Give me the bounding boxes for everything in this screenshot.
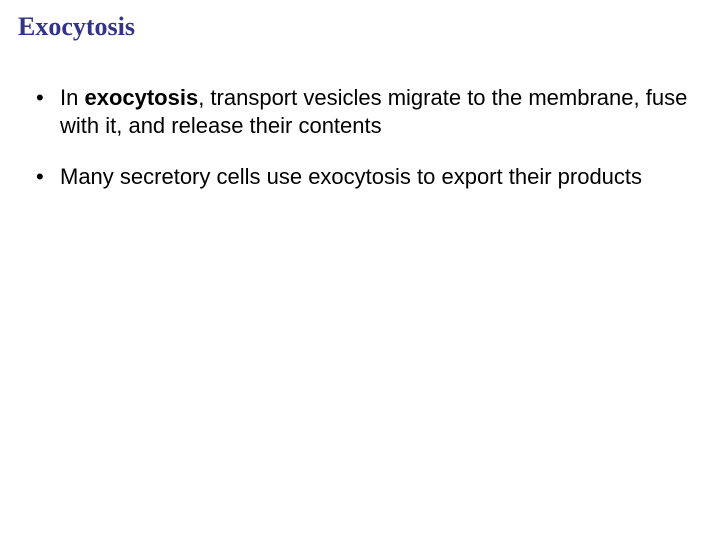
bold-term: exocytosis bbox=[84, 85, 198, 110]
bullet-list: In exocytosis, transport vesicles migrat… bbox=[18, 84, 702, 191]
slide-title: Exocytosis bbox=[18, 12, 702, 42]
list-item: In exocytosis, transport vesicles migrat… bbox=[36, 84, 702, 139]
list-item: Many secretory cells use exocytosis to e… bbox=[36, 163, 702, 191]
bullet-prefix: In bbox=[60, 85, 84, 110]
bullet-text: Many secretory cells use exocytosis to e… bbox=[60, 164, 642, 189]
